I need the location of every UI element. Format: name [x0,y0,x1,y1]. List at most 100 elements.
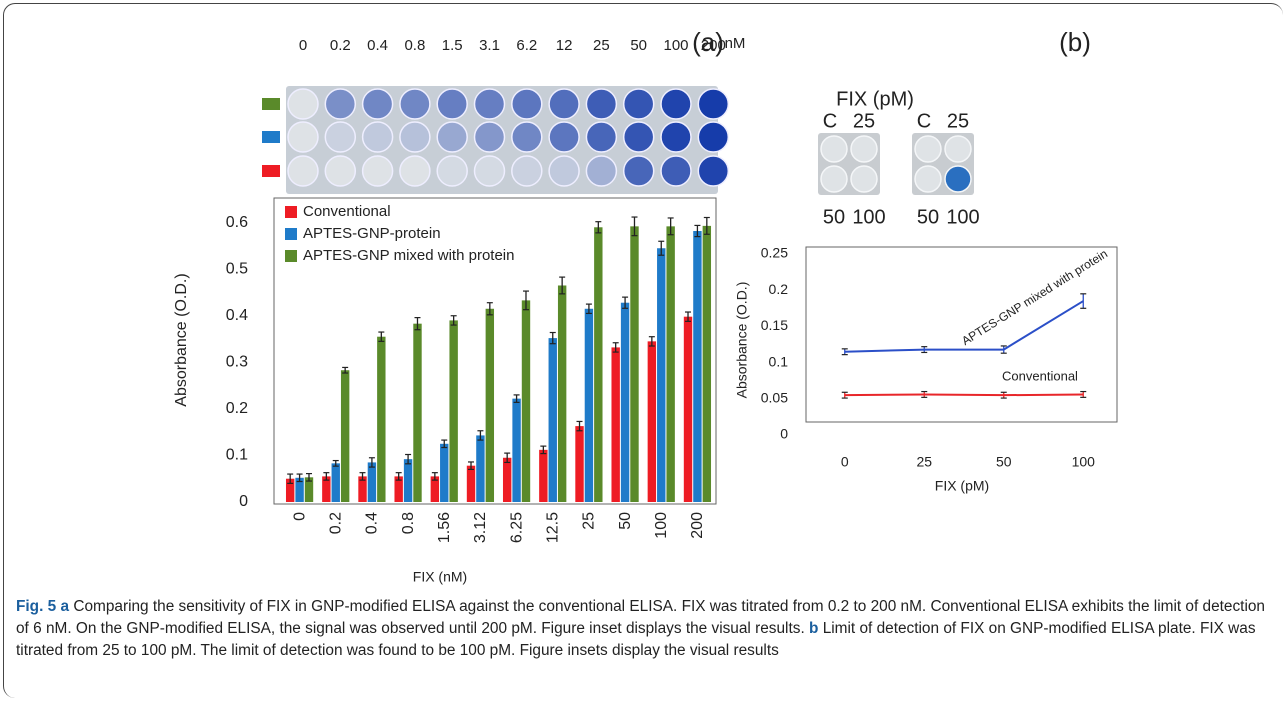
well [361,88,394,120]
x-tick-label: 0.2 [327,512,344,534]
series-annotation: Conventional [1002,368,1078,383]
concentration-label: 0.2 [330,37,351,54]
bar [548,338,557,502]
concentration-label: 200 [701,37,726,54]
well [585,121,618,153]
line [844,300,1084,353]
well [622,155,655,187]
x-tick-label: 0.4 [364,512,381,534]
series-annotation: APTES-GNP mixed with protein [959,247,1110,349]
concentration-label: 0.4 [367,37,388,54]
figure-frame [3,3,1283,698]
y-tick-label: 0.05 [761,390,788,406]
well [820,135,848,163]
well [914,135,942,163]
well [820,165,848,193]
caption: Fig. 5 a Comparing the sensitivity of FI… [16,596,1271,662]
well-label: 50 [823,206,845,228]
x-tick-label: 3.12 [472,512,489,543]
bar [403,459,413,502]
y-tick-label: 0.5 [226,260,248,277]
bar [683,316,693,502]
bar [304,477,314,502]
well [287,88,319,120]
well [473,155,506,187]
bar [575,426,584,502]
well [850,165,878,193]
concentration-label: 100 [663,37,688,54]
well-label: 25 [853,110,875,132]
legend-swatch [285,206,297,218]
y-tick-label: 0.4 [226,307,248,324]
concentration-label: 6.2 [516,37,537,54]
caption-panel: b [809,620,819,637]
row-marker [262,131,280,143]
row-marker [262,165,280,177]
well [287,155,319,187]
well-label: C [823,110,837,132]
x-axis-label: FIX (pM) [935,478,989,494]
unit-label: nM [725,35,746,52]
y-tick-label: 0.6 [226,214,248,231]
well [548,88,580,120]
y-axis-label: Absorbance (O.D.) [173,273,190,406]
concentration-label: 0 [299,37,307,54]
well [585,88,618,120]
bar [295,477,304,502]
well [697,155,730,187]
bar [377,336,386,502]
x-tick-label: 6.25 [508,512,525,543]
x-tick-label: 25 [581,512,598,530]
well [436,155,468,187]
well [436,88,468,120]
x-tick-label: 0.8 [400,512,417,534]
y-tick-label: 0.3 [226,354,248,371]
concentration-label: 3.1 [479,37,500,54]
concentration-label: 50 [630,37,647,54]
well-label: 25 [947,110,969,132]
bar [620,302,630,502]
y-tick-label: 0 [239,493,248,510]
bar [485,308,495,502]
bar [430,476,440,502]
well [660,155,692,187]
bar [611,347,620,502]
well [473,121,506,153]
bar [394,476,403,502]
well [697,121,730,153]
well [622,121,655,153]
bar [413,323,422,502]
well-label: 50 [917,206,939,228]
bar [584,308,594,502]
row-marker [262,98,280,110]
well [361,155,394,187]
x-tick-label: 200 [689,512,706,539]
concentration-label: 0.8 [404,37,425,54]
bar [502,457,512,502]
concentration-label: 1.5 [442,37,463,54]
legend-swatch [285,228,297,240]
bar [512,398,521,502]
y-tick-label: 0.25 [761,245,788,261]
caption-panel: a [60,598,70,615]
caption-text: Limit of detection of FIX on GNP-modifie… [16,620,1256,659]
x-tick-label: 50 [617,512,634,530]
bar [521,300,531,502]
well [511,155,543,187]
well [436,121,468,153]
bar [340,370,350,502]
plot-frame [805,246,1118,423]
well [511,121,543,153]
legend-swatch [285,250,297,262]
x-tick-label: 50 [996,454,1012,470]
bar [322,476,331,502]
well-label: C [917,110,931,132]
bar [693,231,702,502]
inset-title: FIX (pM) [836,88,914,110]
well [944,135,972,163]
x-tick-label: 0 [841,454,849,470]
well-label: 100 [852,206,885,228]
bar [557,285,567,502]
plot-frame [273,197,717,505]
